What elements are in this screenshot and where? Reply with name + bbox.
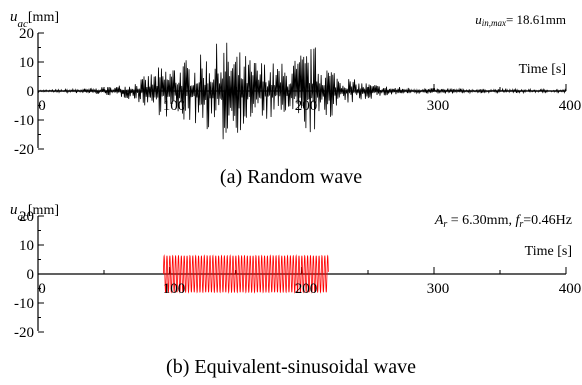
chart-a-y-tick-label: -20	[14, 142, 34, 158]
chart-a-y-tick-label: 20	[19, 26, 34, 42]
chart-b-y-tick-label: -20	[14, 325, 34, 341]
chart-b-x-label: Time [s]	[525, 244, 572, 259]
chart-a-annotation: uin,max= 18.61mm	[475, 12, 566, 28]
chart-b-y-tick-label: 20	[19, 209, 34, 225]
chart-a-y-tick-label: 10	[19, 55, 34, 71]
chart-a-x-tick-label: 200	[295, 98, 318, 114]
chart-b-annotation: Ar = 6.30mm, fr=0.46Hz	[434, 213, 572, 230]
chart-a-x-tick-label: 400	[559, 98, 582, 114]
chart-a-y-label: uac[mm]	[10, 9, 59, 30]
chart-b-y-tick-label: -10	[14, 296, 34, 312]
chart-a-x-label: Time [s]	[519, 62, 566, 77]
chart-b-x-tick-label: 200	[295, 281, 318, 297]
chart-b-y-tick-label: 10	[19, 238, 34, 254]
chart-b-caption: (b) Equivalent-sinusoidal wave	[166, 356, 416, 378]
chart-b-y-label: uac[mm]	[10, 202, 59, 223]
chart-b-axes	[37, 215, 567, 333]
chart-a-caption: (a) Random wave	[220, 166, 362, 188]
chart-a-x-tick-label: 0	[38, 98, 46, 114]
chart-b-x-tick-label: 100	[163, 281, 186, 297]
chart-b-x-tick-label: 300	[427, 281, 450, 297]
chart-b-x-tick-label: 0	[38, 281, 46, 297]
chart-a-y-tick-label: -10	[14, 113, 34, 129]
chart-a-x-tick-label: 100	[163, 98, 186, 114]
chart-a-x-tick-label: 300	[427, 98, 450, 114]
chart-b-x-tick-label: 400	[559, 281, 582, 297]
chart-a-random-wave-trace	[37, 42, 567, 140]
chart-b-y-tick-label: 0	[27, 267, 35, 283]
chart-b-sinusoidal-wave-trace	[163, 254, 329, 294]
chart-a-y-tick-label: 0	[27, 84, 35, 100]
